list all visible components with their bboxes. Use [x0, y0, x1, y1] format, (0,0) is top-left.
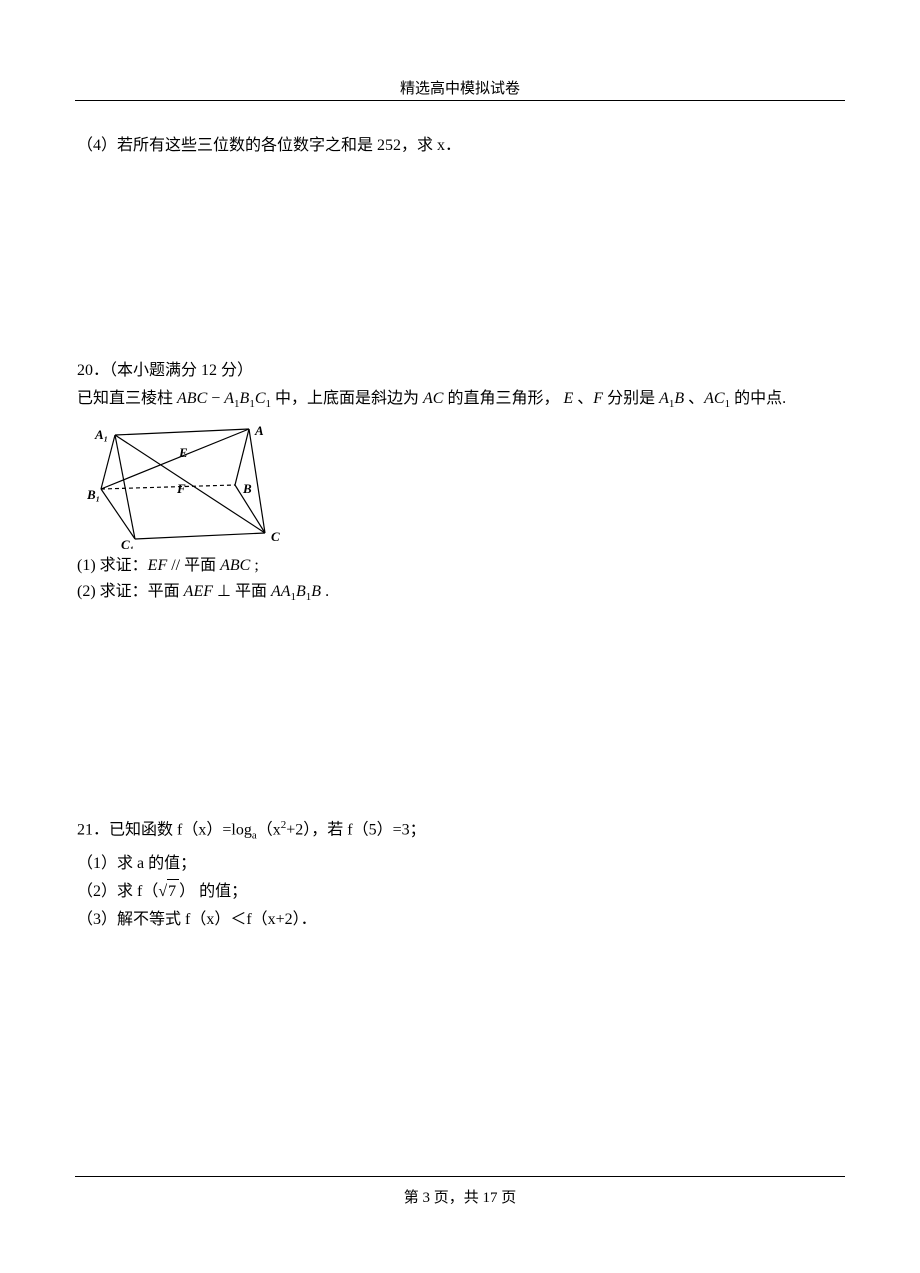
- q20-p2-perp: ⊥: [213, 583, 235, 600]
- q21-p2-end: 的值；: [195, 883, 247, 900]
- q20-p1-abc: ABC: [220, 557, 250, 574]
- q21-part2: （2）求 f（√7） 的值；: [77, 879, 847, 905]
- q20-p1-ef: EF: [148, 557, 168, 574]
- q20-prism-diagram: A₁ A B₁ B C₁ C E F: [87, 421, 297, 549]
- q21-p2-pre: （2）求: [77, 883, 137, 900]
- q20-ac: AC: [423, 390, 443, 407]
- q21-stem-a: 已知函数 f（x）=log: [109, 821, 252, 838]
- q20-prism-b2: B: [240, 390, 250, 407]
- svg-text:A₁: A₁: [94, 427, 108, 442]
- q20-prism-b1: A: [224, 390, 234, 407]
- q20-header: 20．（本小题满分 12 分）: [77, 358, 847, 384]
- footer-rule: [75, 1176, 845, 1177]
- q20-diagram-container: A₁ A B₁ B C₁ C E F: [87, 421, 847, 549]
- q20-p1-mid: 平面: [184, 557, 220, 574]
- q20-f: F: [593, 390, 603, 407]
- svg-text:C: C: [271, 529, 280, 544]
- footer-page-number: 3: [422, 1190, 430, 1206]
- q20-p2-end: .: [321, 583, 329, 600]
- q20-p1-end: ;: [250, 557, 258, 574]
- svg-text:F: F: [176, 481, 186, 496]
- footer-mid: 页，共: [430, 1190, 483, 1206]
- q20-e: E: [563, 390, 573, 407]
- q20-number: 20．: [77, 362, 109, 379]
- q20-stem-e: 的中点.: [730, 390, 786, 407]
- q20-p2-b: B: [296, 583, 306, 600]
- q21-part1: （1）求 a 的值；: [77, 851, 847, 877]
- q21-stem: 21．已知函数 f（x）=loga（x2+2），若 f（5）=3；: [77, 812, 847, 849]
- q20-part2: (2) 求证：平面 AEF ⊥ 平面 AA1B1B .: [77, 579, 847, 610]
- page-footer: 第 3 页，共 17 页: [0, 1186, 920, 1207]
- q20-prism-a: ABC: [177, 390, 207, 407]
- svg-text:B: B: [242, 481, 252, 496]
- q21-stem-c: +2），若 f（5）=3；: [286, 821, 425, 838]
- q-prev-part4: （4）若所有这些三位数的各位数字之和是 252，求 x．: [77, 133, 847, 159]
- footer-suffix: 页: [498, 1190, 517, 1206]
- q20-p1-par: //: [167, 557, 184, 574]
- q20-dash1: −: [207, 390, 224, 407]
- q21-p2-root-sym: √: [158, 883, 167, 900]
- q20-p1-pre: (1) 求证：: [77, 557, 148, 574]
- q20-ac1: AC: [704, 390, 724, 407]
- q21-p2-f: f（: [137, 883, 158, 900]
- q20-dot: 、: [573, 390, 593, 407]
- q20-stem-d: 分别是: [603, 390, 659, 407]
- footer-prefix: 第: [404, 1190, 423, 1206]
- q20-stem: 已知直三棱柱 ABC − A1B1C1 中，上底面是斜边为 AC 的直角三角形，…: [77, 386, 847, 417]
- q20-stem-b: 中，上底面是斜边为: [271, 390, 423, 407]
- q20-p2-aa: AA: [271, 583, 291, 600]
- q21-p2-root-val: 7: [167, 879, 179, 905]
- q20-stem-a: 已知直三棱柱: [77, 390, 177, 407]
- q20-p2-aef: AEF: [184, 583, 213, 600]
- q20-p2-b2: B: [311, 583, 321, 600]
- q20-part1: (1) 求证：EF // 平面 ABC ;: [77, 553, 847, 579]
- page-header-title: 精选高中模拟试卷: [0, 77, 920, 98]
- svg-text:A: A: [254, 423, 264, 438]
- q21-p2-close: ）: [179, 883, 195, 900]
- q20-a1b2: B: [674, 390, 684, 407]
- footer-total-pages: 17: [483, 1190, 498, 1206]
- header-rule: [75, 100, 845, 101]
- q20-score: （本小题满分 12 分）: [109, 362, 253, 379]
- svg-text:E: E: [178, 445, 188, 460]
- q21-part3: （3）解不等式 f（x）＜f（x+2）．: [77, 907, 847, 933]
- svg-text:C₁: C₁: [121, 537, 134, 549]
- q20-dot2: 、: [684, 390, 704, 407]
- svg-text:B₁: B₁: [87, 487, 100, 502]
- q20-p2-mid: 平面: [235, 583, 271, 600]
- q21-stem-b: （x: [257, 821, 281, 838]
- q20-stem-c: 的直角三角形，: [443, 390, 563, 407]
- q20-a1b: A: [659, 390, 669, 407]
- q21-number: 21．: [77, 821, 109, 838]
- q20-prism-b3: C: [255, 390, 266, 407]
- q20-p2-pre: (2) 求证：平面: [77, 583, 184, 600]
